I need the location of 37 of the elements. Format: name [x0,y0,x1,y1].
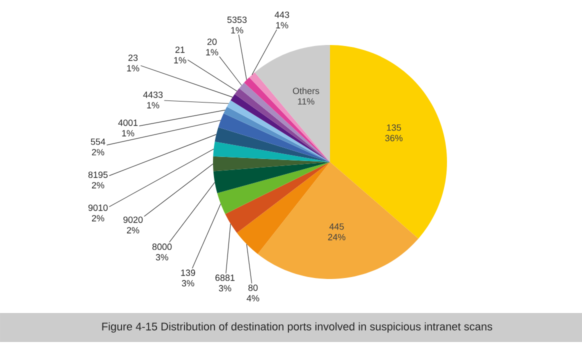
slice-label: 80 [248,284,258,291]
data-label: 3% [182,280,194,286]
slice-label: 4001 [118,120,138,126]
slice-label: 23 [128,54,138,61]
data-label: 1% [206,49,218,56]
slice-label: 6881 [215,274,235,281]
data-label: 24% [328,234,346,240]
data-label: 11% [298,98,314,105]
data-label: 2% [126,227,140,234]
data-label: 1% [276,22,288,28]
slice-label: 139 [181,270,196,276]
data-label: 2% [92,215,104,222]
slice-label: 135 [387,124,401,131]
slice-label: 5353 [227,16,247,23]
data-label: 1% [174,57,186,64]
data-label: 1% [147,102,160,108]
data-label: 2% [92,149,104,156]
data-label: 1% [122,130,134,136]
data-label: 1% [231,27,244,34]
data-label: 2% [92,182,104,188]
slice-label: 9010 [88,204,108,211]
data-label: 3% [218,285,232,292]
data-label: 36% [385,134,403,142]
slice-label: 554 [90,138,106,145]
data-label: 3% [156,254,168,260]
data-label: 1% [127,65,140,72]
slice-label: Others [292,87,320,94]
caption: Figure 4-15 Distribution of destination ports involved in suspicious intranet scans [102,322,492,333]
slice-label: 8195 [88,172,108,178]
data-label: 4% [246,295,260,302]
slice-label: 9020 [123,216,143,223]
slice-label: 443 [274,12,290,18]
slice-label: 445 [329,223,344,230]
slice-label: 20 [207,38,217,45]
slice-label: 21 [175,46,185,53]
slice-label: 4433 [143,92,163,98]
slice-label: 8000 [152,244,172,250]
